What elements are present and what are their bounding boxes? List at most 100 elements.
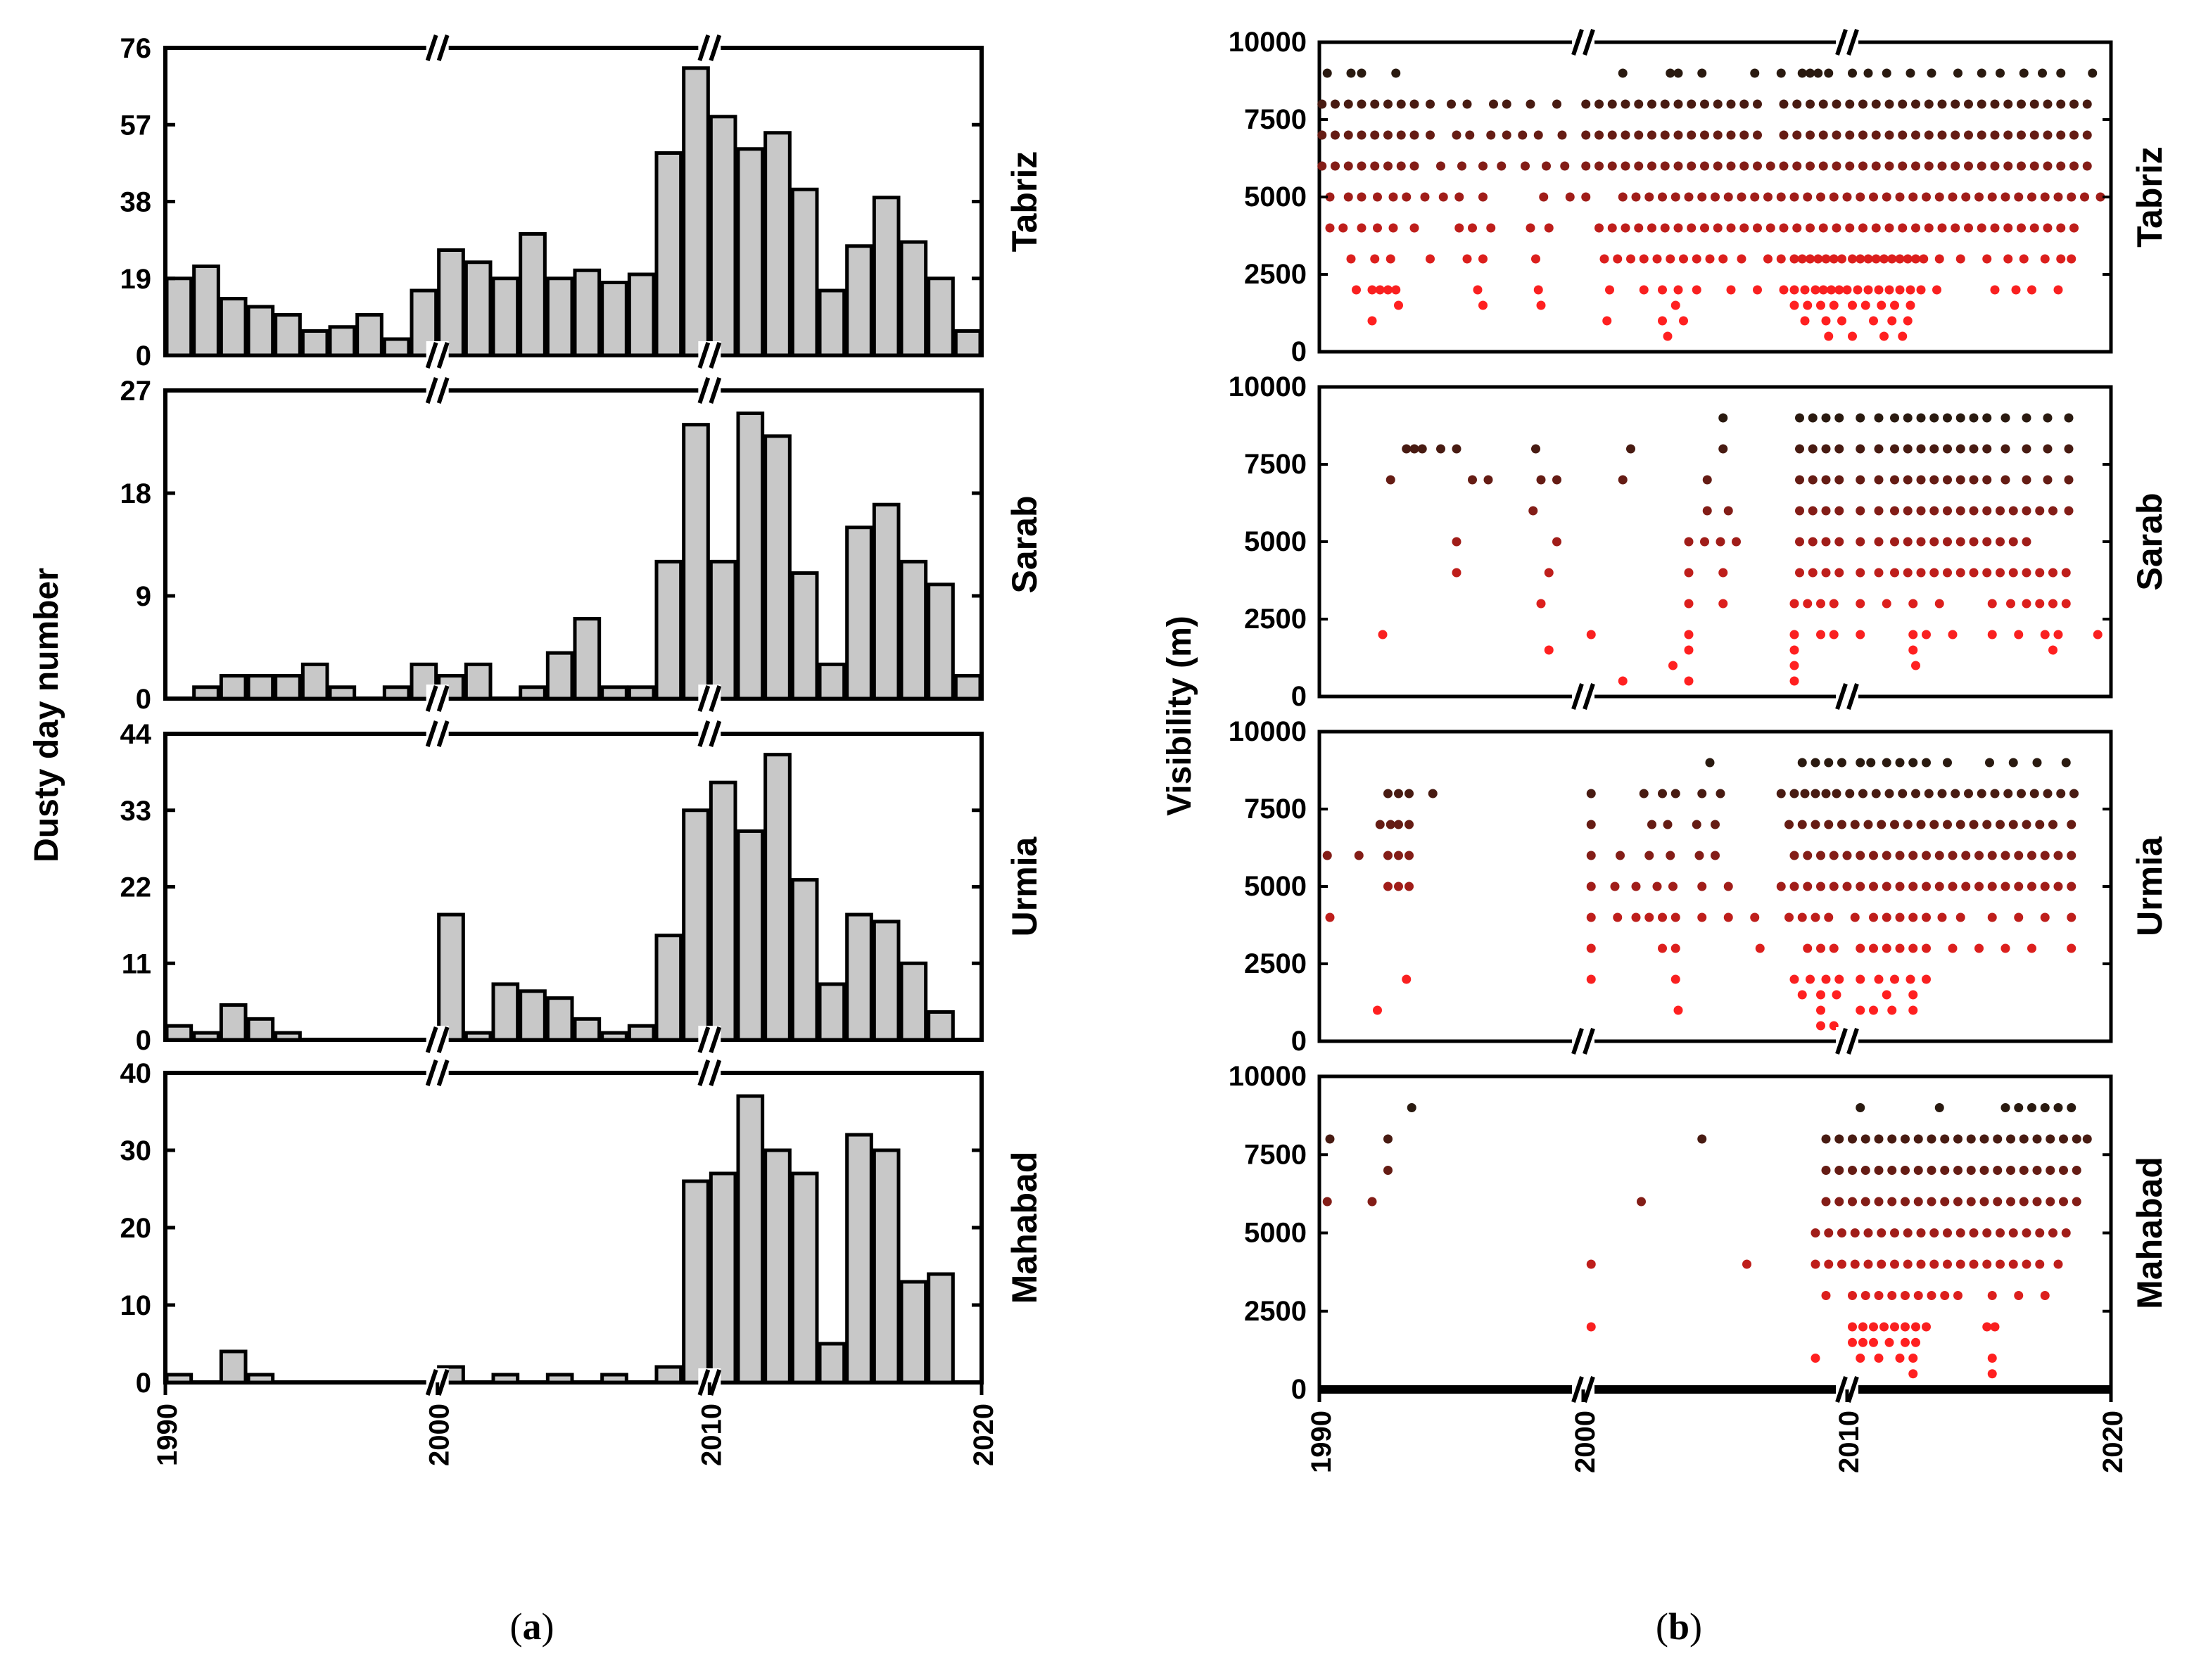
data-point [1526,223,1535,233]
data-point [1884,1337,1894,1347]
data-point [1409,130,1419,140]
axis-break-top-slash-1 [425,1059,438,1086]
data-point [1679,254,1688,264]
data-point [1697,912,1707,922]
y-tick-label: 18 [120,478,152,509]
data-point [1821,316,1831,326]
data-point [1668,882,1678,891]
bar [709,115,737,357]
data-point [1536,300,1546,310]
data-point [1903,537,1913,547]
data-point [1951,99,1960,109]
data-point [1901,1322,1910,1332]
data-point [1811,1259,1820,1269]
y-tick-label: 11 [122,948,151,979]
data-point [2032,1197,2042,1207]
data-point [1526,99,1535,109]
data-point [1673,68,1683,78]
data-point [1869,192,1878,202]
data-point [1916,820,1926,829]
data-point [1478,300,1488,310]
data-point [1943,1228,1952,1237]
data-point [1874,475,1884,485]
data-point [1452,537,1461,547]
data-point [2006,1134,2015,1144]
data-point [1911,661,1920,670]
data-point [1845,130,1855,140]
data-point [2059,1166,2068,1175]
data-point [1666,68,1675,78]
bar [818,288,846,357]
data-point [2006,599,2015,609]
data-point [1934,882,1944,891]
y-tick-label: 76 [120,33,152,64]
data-point [1821,1291,1831,1300]
data-point [1687,130,1697,140]
data-point [1789,285,1799,295]
data-point [1652,882,1662,891]
data-point [1742,1259,1751,1269]
data-point [1631,912,1641,922]
bar [736,147,765,357]
data-point [2027,1103,2036,1112]
data-point [1716,537,1725,547]
data-point [1702,506,1712,516]
data-point [1753,223,1762,233]
data-point [1850,1228,1860,1237]
data-point [1982,1259,1992,1269]
data-point [1869,882,1878,891]
axis-break-slash-1 [1571,1028,1584,1055]
data-point [1858,223,1868,233]
data-point [1863,285,1873,295]
axis-break-bottom-slash-2 [709,1026,722,1053]
data-point [1982,506,1992,516]
data-point [2082,1134,2092,1144]
data-point [2029,99,2039,109]
data-point [1478,161,1488,171]
data-point [1924,99,1934,109]
data-point [1325,912,1335,922]
bar [953,329,982,357]
data-point [1647,130,1656,140]
data-point [1394,820,1403,829]
data-point [1882,912,1891,922]
data-point [2048,599,2057,609]
data-point [1700,537,1709,547]
data-point [2017,130,2026,140]
data-point [2048,1228,2057,1237]
data-point [1961,851,1971,860]
data-point [2000,1103,2010,1112]
data-point [2008,1228,2018,1237]
data-point [1483,475,1493,485]
scatter-chart-mahabad: 0 2500 5000 7500 10000 Mahabad [1229,1061,2169,1405]
data-point [1903,475,1913,485]
scatter-chart-urmia: 0 2500 5000 7500 10000 Urmia [1229,716,2169,1057]
axis-break-top-slash-2 [436,1059,450,1086]
data-point [1948,851,1958,860]
data-point [1908,192,1918,202]
data-point [1845,789,1855,798]
data-point [1940,1166,1950,1175]
data-point [1806,99,1815,109]
data-point [1901,1166,1910,1175]
data-point [1737,192,1746,202]
bar [464,662,493,701]
data-point [1834,1166,1844,1175]
data-point [1723,882,1733,891]
axis-break-top-slash-2 [709,720,722,747]
data-point [1367,316,1377,326]
data-point [1789,974,1799,984]
data-point [1716,789,1725,798]
data-point [2067,912,2076,922]
y-tick-label: 38 [120,187,152,218]
data-point [1795,537,1804,547]
data-point [1987,1354,1997,1363]
data-point [2059,1197,2068,1207]
station-label: Mahabad [2130,1157,2169,1309]
data-point [1922,851,1931,860]
data-point [1874,974,1884,984]
data-point [1396,161,1406,171]
data-point [1821,506,1831,516]
data-point [2014,882,2024,891]
data-point [1436,161,1445,171]
